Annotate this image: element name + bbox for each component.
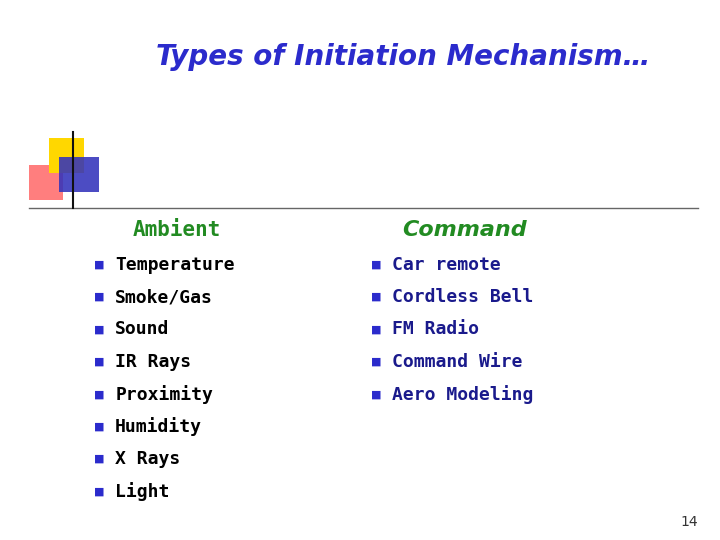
Text: Smoke/Gas: Smoke/Gas <box>115 288 213 306</box>
Bar <box>59 157 99 192</box>
Text: Aero Modeling: Aero Modeling <box>392 384 534 404</box>
Text: 14: 14 <box>681 515 698 529</box>
Text: ■: ■ <box>94 357 104 367</box>
Text: ■: ■ <box>94 487 104 496</box>
Text: Ambient: Ambient <box>132 219 220 240</box>
Text: ■: ■ <box>371 325 382 334</box>
Text: ■: ■ <box>94 260 104 269</box>
Text: Car remote: Car remote <box>392 255 501 274</box>
Text: Cordless Bell: Cordless Bell <box>392 288 534 306</box>
Text: Proximity: Proximity <box>115 384 213 404</box>
Text: Temperature: Temperature <box>115 255 235 274</box>
Text: Humidity: Humidity <box>115 417 202 436</box>
Text: ■: ■ <box>94 422 104 431</box>
Bar <box>49 138 84 173</box>
Text: ■: ■ <box>94 325 104 334</box>
Bar <box>29 165 63 200</box>
Text: ■: ■ <box>94 292 104 302</box>
Text: ■: ■ <box>94 389 104 399</box>
Text: FM Radio: FM Radio <box>392 320 480 339</box>
Text: Types of Initiation Mechanism…: Types of Initiation Mechanism… <box>156 43 650 71</box>
Text: Command Wire: Command Wire <box>392 353 523 371</box>
Text: ■: ■ <box>371 260 382 269</box>
Text: ■: ■ <box>94 454 104 464</box>
Text: IR Rays: IR Rays <box>115 353 192 371</box>
Text: X Rays: X Rays <box>115 450 181 468</box>
Text: Sound: Sound <box>115 320 170 339</box>
Text: Command: Command <box>402 219 527 240</box>
Text: ■: ■ <box>371 389 382 399</box>
Text: ■: ■ <box>371 357 382 367</box>
Text: Light: Light <box>115 482 170 501</box>
Text: ■: ■ <box>371 292 382 302</box>
